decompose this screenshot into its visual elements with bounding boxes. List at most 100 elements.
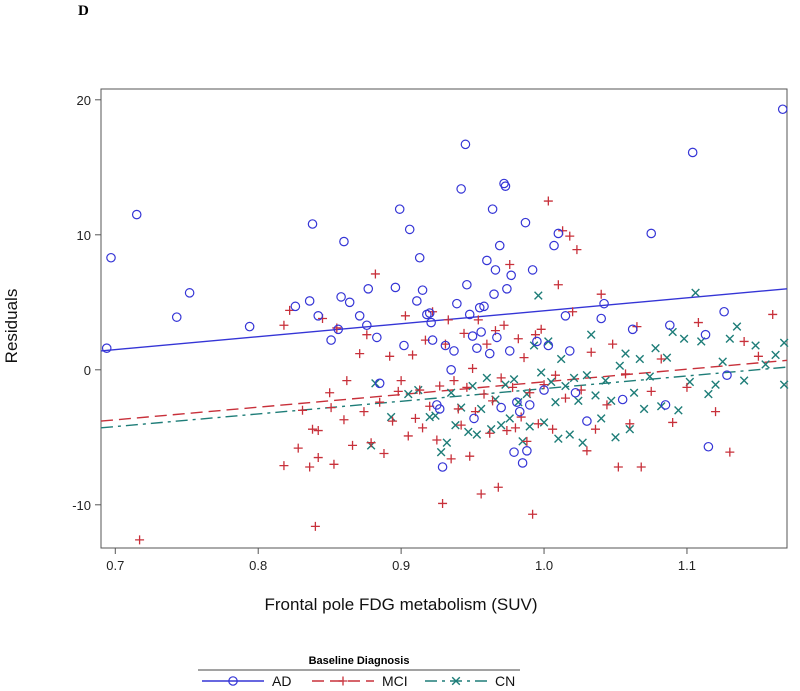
data-point-ad [472, 343, 482, 353]
data-point-cn [446, 388, 456, 398]
data-point-ad [307, 219, 318, 229]
data-point-mci [572, 245, 582, 255]
data-point-cn [451, 420, 460, 430]
data-point-cn [556, 354, 566, 364]
data-point-ad [417, 285, 428, 295]
data-point-mci [293, 443, 303, 453]
data-point-cn [725, 334, 735, 344]
data-point-mci [135, 535, 145, 545]
data-point-cn [625, 424, 635, 434]
data-point-mci [438, 498, 448, 508]
data-point-mci [308, 424, 318, 434]
data-point-cn [565, 430, 575, 439]
data-point-ad [464, 309, 475, 320]
data-point-cn [779, 338, 789, 348]
data-point-mci [590, 424, 600, 434]
data-point-ad [474, 302, 485, 313]
data-point-cn [779, 380, 789, 389]
data-point-ad [131, 209, 142, 220]
data-point-ad [404, 224, 415, 235]
data-point-cn [679, 334, 689, 344]
data-point-ad [372, 332, 382, 343]
data-point-mci [510, 423, 520, 433]
data-point-cn [704, 389, 713, 399]
data-point-mci [449, 376, 459, 386]
fit-line-mci [100, 359, 788, 422]
data-point-mci [682, 382, 692, 392]
data-point-ad [489, 289, 499, 299]
data-point-ad [484, 348, 495, 359]
data-point-mci [329, 459, 339, 469]
data-point-ad [549, 240, 559, 251]
data-point-mci [462, 382, 472, 392]
data-point-mci [768, 309, 778, 319]
data-point-mci [279, 320, 289, 330]
data-point-mci [370, 269, 380, 279]
data-point-mci [305, 462, 315, 472]
data-point-ad [512, 397, 522, 407]
data-point-cn [529, 341, 539, 350]
data-point-mci [432, 435, 442, 445]
data-point-cn [615, 361, 625, 371]
data-point-ad [570, 387, 581, 398]
data-point-mci [528, 509, 538, 519]
data-point-mci [560, 393, 570, 403]
data-point-cn [536, 368, 546, 377]
data-point-mci [493, 482, 503, 492]
data-point-ad [502, 283, 512, 294]
data-point-cn [591, 391, 600, 400]
data-point-ad [564, 346, 575, 356]
data-point-mci [418, 423, 428, 433]
data-point-mci [625, 419, 635, 429]
data-point-cn [472, 430, 482, 439]
data-point-ad [106, 252, 116, 263]
data-point-cn [501, 380, 510, 389]
data-point-mci [508, 382, 518, 392]
legend-marker-cn [451, 676, 461, 686]
data-point-mci [359, 407, 369, 417]
data-point-mci [446, 454, 456, 464]
y-axis-title: Residuals [2, 289, 21, 364]
data-point-ad [290, 301, 301, 312]
data-point-cn [739, 376, 749, 385]
data-point-cn [629, 388, 639, 398]
data-point-cn [711, 380, 720, 389]
data-point-ad [490, 265, 501, 275]
data-point-ad [456, 184, 466, 194]
data-point-ad [362, 320, 372, 331]
fit-line-cn [100, 366, 788, 429]
data-point-mci [485, 428, 495, 438]
data-point-mci [499, 320, 509, 330]
data-point-mci [693, 318, 703, 328]
data-point-mci [646, 386, 656, 396]
data-point-mci [668, 417, 678, 427]
data-point-ad [582, 416, 592, 426]
data-point-ad [487, 204, 498, 214]
data-point-mci [339, 415, 349, 425]
data-point-cn [635, 354, 645, 364]
x-axis-title: Frontal pole FDG metabolism (SUV) [264, 595, 537, 614]
data-point-ad [560, 310, 571, 321]
data-point-ad [539, 385, 549, 395]
data-point-ad [522, 445, 532, 456]
x-tick-label: 0.8 [249, 558, 267, 573]
data-point-ad [452, 298, 462, 309]
data-point-cn [534, 291, 543, 300]
data-point-mci [366, 438, 376, 448]
data-point-mci [548, 424, 558, 434]
y-tick-label: -10 [72, 498, 91, 513]
data-point-cn [386, 412, 396, 422]
data-point-ad [434, 404, 445, 414]
data-point-ad [446, 364, 456, 375]
data-point-mci [602, 400, 612, 410]
data-point-mci [613, 462, 623, 472]
data-point-cn [639, 404, 649, 414]
data-point-cn [732, 322, 742, 331]
data-point-mci [379, 449, 389, 458]
data-point-cn [468, 381, 477, 391]
data-point-ad [460, 139, 471, 150]
data-point-cn [482, 373, 492, 383]
data-point-ad [700, 329, 711, 340]
data-point-mci [279, 461, 289, 471]
data-point-ad [506, 270, 516, 281]
